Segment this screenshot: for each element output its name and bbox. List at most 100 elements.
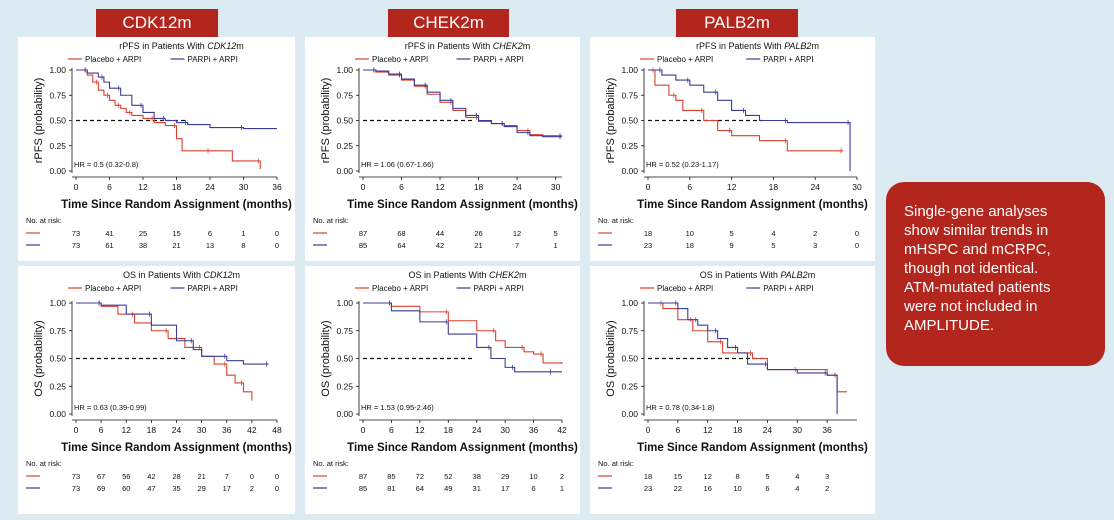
risk-table-label: No. at risk:	[26, 459, 62, 468]
y-tick-label: 0.25	[336, 381, 353, 391]
y-tick-label: 0.50	[336, 116, 353, 126]
x-tick-label: 18	[733, 425, 743, 435]
x-axis-label: Time Since Random Assignment (months)	[61, 442, 292, 454]
km-curve-placebo	[363, 302, 563, 365]
chart-title: OS in Patients With PALB2m	[700, 270, 815, 280]
risk-count: 18	[686, 241, 694, 250]
y-tick-label: 0.00	[336, 166, 353, 176]
risk-count: 0	[275, 241, 279, 250]
y-axis-label: rPFS (probability)	[320, 78, 332, 164]
y-tick-label: 0.75	[49, 326, 66, 336]
risk-count: 61	[105, 241, 113, 250]
risk-count: 21	[172, 241, 180, 250]
y-tick-label: 0.75	[336, 326, 353, 336]
risk-count: 1	[241, 229, 245, 238]
risk-count: 7	[515, 241, 519, 250]
risk-count: 60	[122, 484, 130, 493]
risk-count: 0	[855, 229, 859, 238]
risk-count: 41	[105, 229, 113, 238]
risk-count: 28	[172, 472, 180, 481]
y-tick-label: 1.00	[621, 65, 638, 75]
header-chek2: CHEK2m	[388, 9, 509, 37]
risk-count: 5	[765, 472, 769, 481]
x-tick-label: 30	[239, 182, 249, 192]
km-curve-placebo	[648, 302, 848, 393]
risk-count: 3	[825, 472, 829, 481]
chart-title-suffix: m	[233, 270, 241, 280]
y-tick-label: 0.75	[621, 326, 638, 336]
chart-title-gene: CDK12	[207, 41, 236, 51]
x-tick-label: 24	[512, 182, 522, 192]
risk-count: 0	[275, 484, 279, 493]
x-tick-label: 12	[415, 425, 425, 435]
y-axis-label: rPFS (probability)	[33, 78, 45, 164]
x-tick-label: 12	[138, 182, 148, 192]
legend-placebo-label: Placebo + ARPI	[372, 284, 428, 293]
x-tick-label: 12	[703, 425, 713, 435]
risk-count: 31	[473, 484, 481, 493]
hazard-ratio-label: HR = 0.52 (0.23-1.17)	[646, 160, 719, 169]
legend-placebo-label: Placebo + ARPI	[372, 55, 428, 64]
x-tick-label: 0	[361, 425, 366, 435]
risk-count: 2	[250, 484, 254, 493]
hazard-ratio-label: HR = 0.63 (0.39-0.99)	[74, 403, 147, 412]
risk-count: 52	[444, 472, 452, 481]
risk-count: 0	[855, 241, 859, 250]
header-cdk12: CDK12m	[96, 9, 218, 37]
risk-count: 38	[473, 472, 481, 481]
x-tick-label: 18	[147, 425, 157, 435]
chart-title-prefix: OS in Patients With	[408, 270, 489, 280]
risk-count: 10	[529, 472, 537, 481]
x-tick-label: 36	[529, 425, 539, 435]
risk-count: 25	[139, 229, 147, 238]
risk-count: 73	[72, 241, 80, 250]
risk-count: 23	[644, 241, 652, 250]
risk-count: 29	[197, 484, 205, 493]
risk-count: 35	[172, 484, 180, 493]
x-tick-label: 6	[687, 182, 692, 192]
risk-count: 0	[275, 229, 279, 238]
risk-count: 1	[553, 241, 557, 250]
y-tick-label: 0.00	[621, 166, 638, 176]
risk-count: 6	[531, 484, 535, 493]
risk-count: 13	[206, 241, 214, 250]
x-tick-label: 12	[122, 425, 132, 435]
x-tick-label: 30	[197, 425, 207, 435]
risk-count: 17	[223, 484, 231, 493]
risk-count: 6	[208, 229, 212, 238]
y-tick-label: 0.75	[49, 90, 66, 100]
chart-title-gene: PALB2	[784, 41, 811, 51]
legend-parpi-label: PARPi + ARPI	[763, 55, 813, 64]
risk-table-label: No. at risk:	[313, 216, 349, 225]
x-tick-label: 30	[793, 425, 803, 435]
km-chart-svg: OS in Patients With CDK12m Placebo + ARPI…	[26, 270, 292, 493]
hazard-ratio-label: HR = 0.78 (0.34-1.8)	[646, 403, 715, 412]
risk-count: 1	[560, 484, 564, 493]
km-curve-placebo	[648, 69, 844, 152]
x-tick-label: 18	[172, 182, 182, 192]
x-tick-label: 24	[810, 182, 820, 192]
risk-count: 7	[225, 472, 229, 481]
chart-title-gene: PALB2	[780, 270, 807, 280]
y-tick-label: 1.00	[336, 298, 353, 308]
risk-count: 18	[644, 229, 652, 238]
x-tick-label: 6	[99, 425, 104, 435]
risk-count: 47	[147, 484, 155, 493]
chart-title-prefix: rPFS in Patients With	[119, 41, 207, 51]
y-tick-label: 1.00	[49, 298, 66, 308]
risk-count: 4	[795, 472, 799, 481]
y-axis-label: OS (probability)	[320, 320, 332, 396]
chart-title-suffix: m	[808, 270, 816, 280]
chart-title: OS in Patients With CHEK2m	[408, 270, 526, 280]
panel-os-chek2: OS in Patients With CHEK2m Placebo + ARPI…	[305, 266, 580, 514]
y-tick-label: 0.25	[621, 141, 638, 151]
risk-count: 4	[795, 484, 799, 493]
panel-os-cdk12: OS in Patients With CDK12m Placebo + ARPI…	[18, 266, 295, 514]
risk-table-label: No. at risk:	[598, 216, 634, 225]
legend-parpi-label: PARPi + ARPI	[187, 55, 237, 64]
x-tick-label: 36	[272, 182, 282, 192]
y-tick-label: 0.00	[49, 166, 66, 176]
risk-count: 16	[704, 484, 712, 493]
legend-parpi-label: PARPi + ARPI	[474, 55, 524, 64]
x-tick-label: 12	[435, 182, 445, 192]
